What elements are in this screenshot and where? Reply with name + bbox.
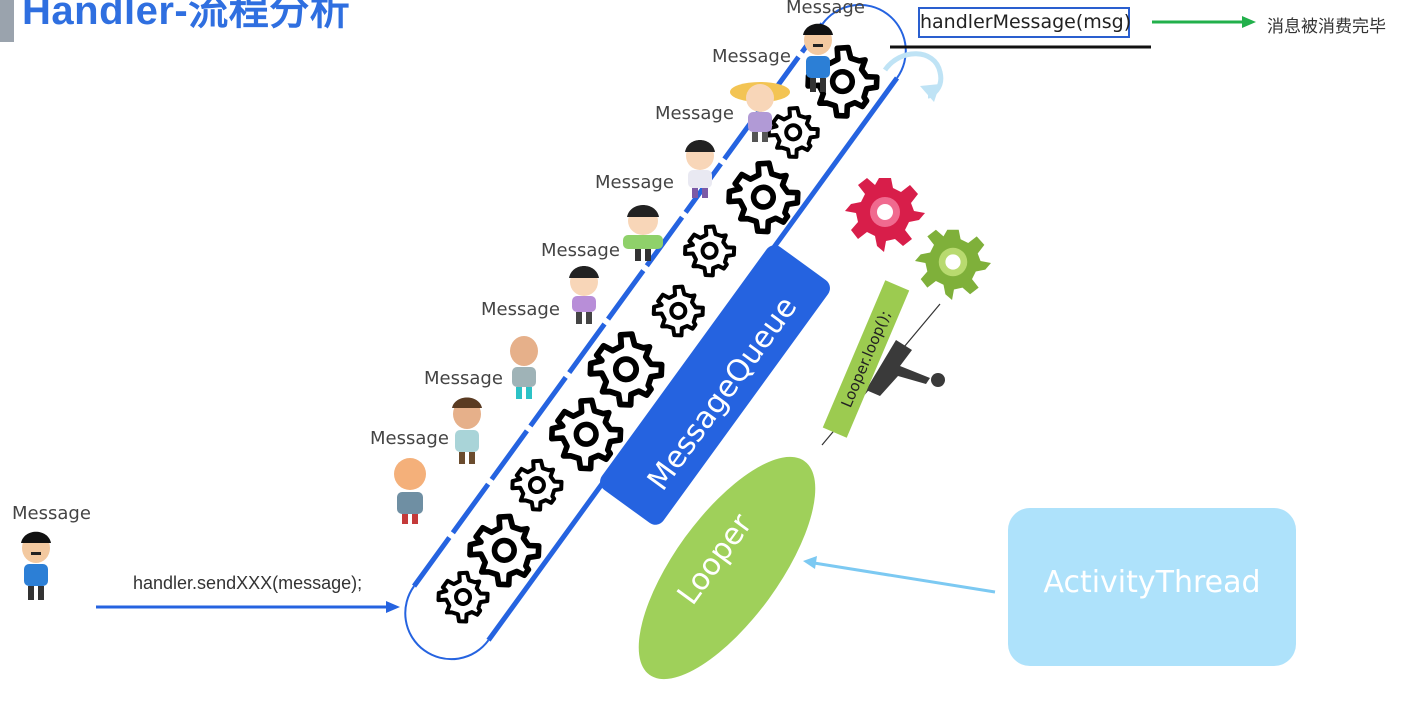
message-person-icon [21, 531, 51, 600]
activity-thread-label: ActivityThread [1043, 565, 1261, 600]
green-gear-icon [915, 229, 991, 300]
message-person-icon [803, 23, 833, 92]
title-accent-bar [0, 0, 14, 42]
message-label: Message [786, 0, 865, 18]
message-person-icon [685, 140, 715, 198]
page-title: Handler-流程分析 [22, 0, 351, 33]
message-label: Message [655, 103, 734, 124]
message-person-icon [510, 336, 538, 399]
message-person-icon [452, 397, 482, 464]
message-label: Message [12, 503, 91, 524]
message-person-icon [730, 82, 790, 142]
message-label: Message [541, 240, 620, 261]
message-person-icon [569, 266, 599, 324]
activity-thread-box [1008, 508, 1296, 666]
return-arrow-icon [882, 51, 944, 102]
looper-ellipse [638, 456, 816, 680]
message-person-icon [623, 205, 663, 261]
send-arrow [96, 601, 400, 613]
handle-message-box: handlerMessage(msg) [918, 7, 1131, 38]
red-gear-icon [845, 178, 925, 252]
message-label: Message [481, 299, 560, 320]
message-label: Message [595, 172, 674, 193]
message-label: Message [424, 368, 503, 389]
message-queue-belt [404, 3, 907, 661]
consumed-label: 消息被消费完毕 [1267, 17, 1386, 37]
activity-thread-arrow [803, 556, 996, 594]
send-call-label: handler.sendXXX(message); [133, 573, 363, 593]
message-label: Message [712, 46, 791, 67]
message-label: Message [370, 428, 449, 449]
consumed-arrow [1152, 16, 1256, 28]
message-person-icon [394, 458, 426, 524]
message-queue-box [600, 245, 830, 525]
